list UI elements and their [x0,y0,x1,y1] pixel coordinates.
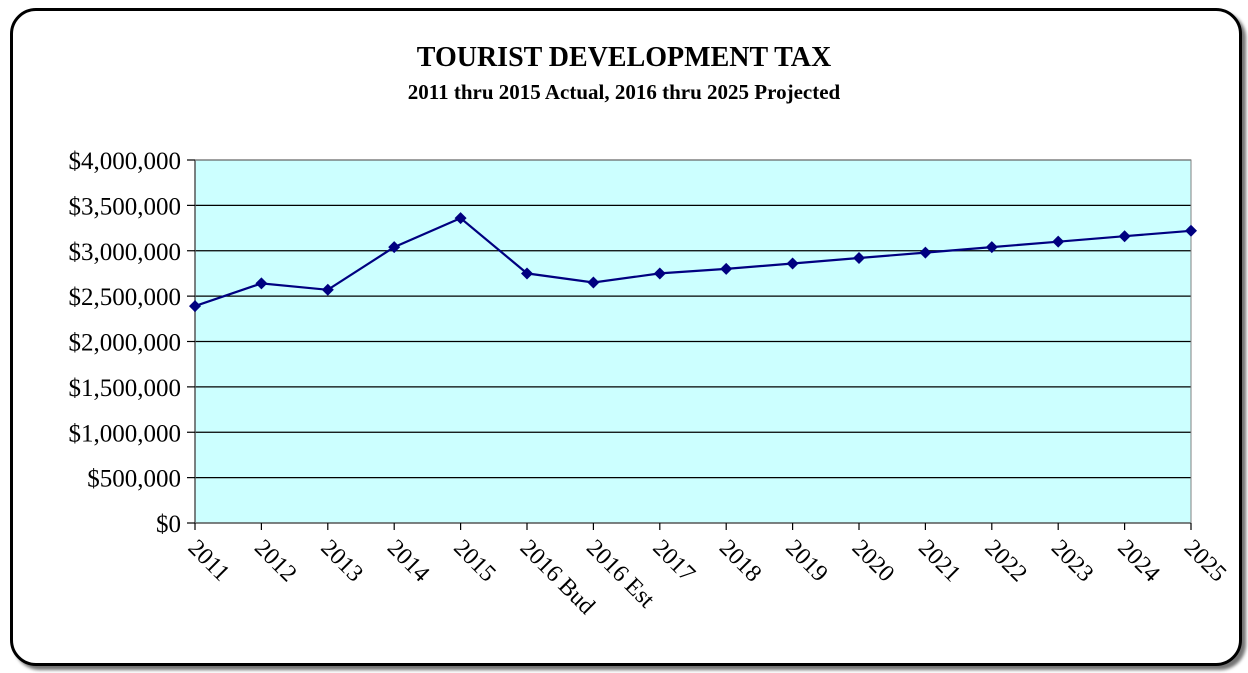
data-point [919,246,932,259]
data-point [388,241,401,254]
y-tick-label: $2,000,000 [69,330,182,357]
y-tick-label: $500,000 [87,466,181,493]
data-point [720,262,733,275]
y-tick-label: $4,000,000 [69,148,182,175]
data-point [521,267,533,280]
x-tick-label: 2011 [183,535,235,587]
x-tick-label: 2014 [382,535,434,587]
chart-title: TOURIST DEVELOPMENT TAX [416,42,832,73]
y-tick-label: $1,500,000 [69,375,182,402]
data-point [853,252,865,265]
data-point [189,300,201,313]
x-tick-label: 2024 [1112,535,1164,587]
series-line [194,216,1192,308]
data-point [786,257,799,270]
x-tick-label: 2017 [648,535,700,587]
x-tick-label: 2020 [847,535,899,587]
data-point [1118,230,1131,243]
y-tick-label: $3,500,000 [69,193,182,220]
data-point [255,277,268,290]
x-tick-label: 2015 [448,535,500,587]
y-tick-label: $1,000,000 [69,420,182,447]
data-point [1185,224,1197,237]
data-point [321,283,334,296]
x-tick-label: 2025 [1179,535,1231,587]
y-axis-ticks: $0 $500,000 $1,000,000 $1,500,000 $2,000,000… [69,148,195,538]
x-tick-label: 2021 [913,535,965,587]
y-tick-label: $2,500,000 [69,284,182,311]
x-tick-label: 2023 [1046,535,1098,587]
y-tick-label: $0 [156,511,181,538]
data-point [985,241,998,254]
data-point [1052,235,1065,248]
y-tick-label: $3,000,000 [69,239,182,266]
x-tick-label: 2013 [316,535,368,587]
chart-subtitle: 2011 thru 2015 Actual, 2016 thru 2025 Pr… [407,80,841,104]
series-layer [189,212,1197,313]
data-point [587,276,600,289]
x-tick-label: 2012 [249,535,301,587]
data-point [454,212,467,225]
data-point [653,267,666,280]
x-tick-label: 2018 [714,535,766,587]
x-tick-label: 2022 [980,535,1032,587]
x-tick-label: 2019 [780,535,832,587]
